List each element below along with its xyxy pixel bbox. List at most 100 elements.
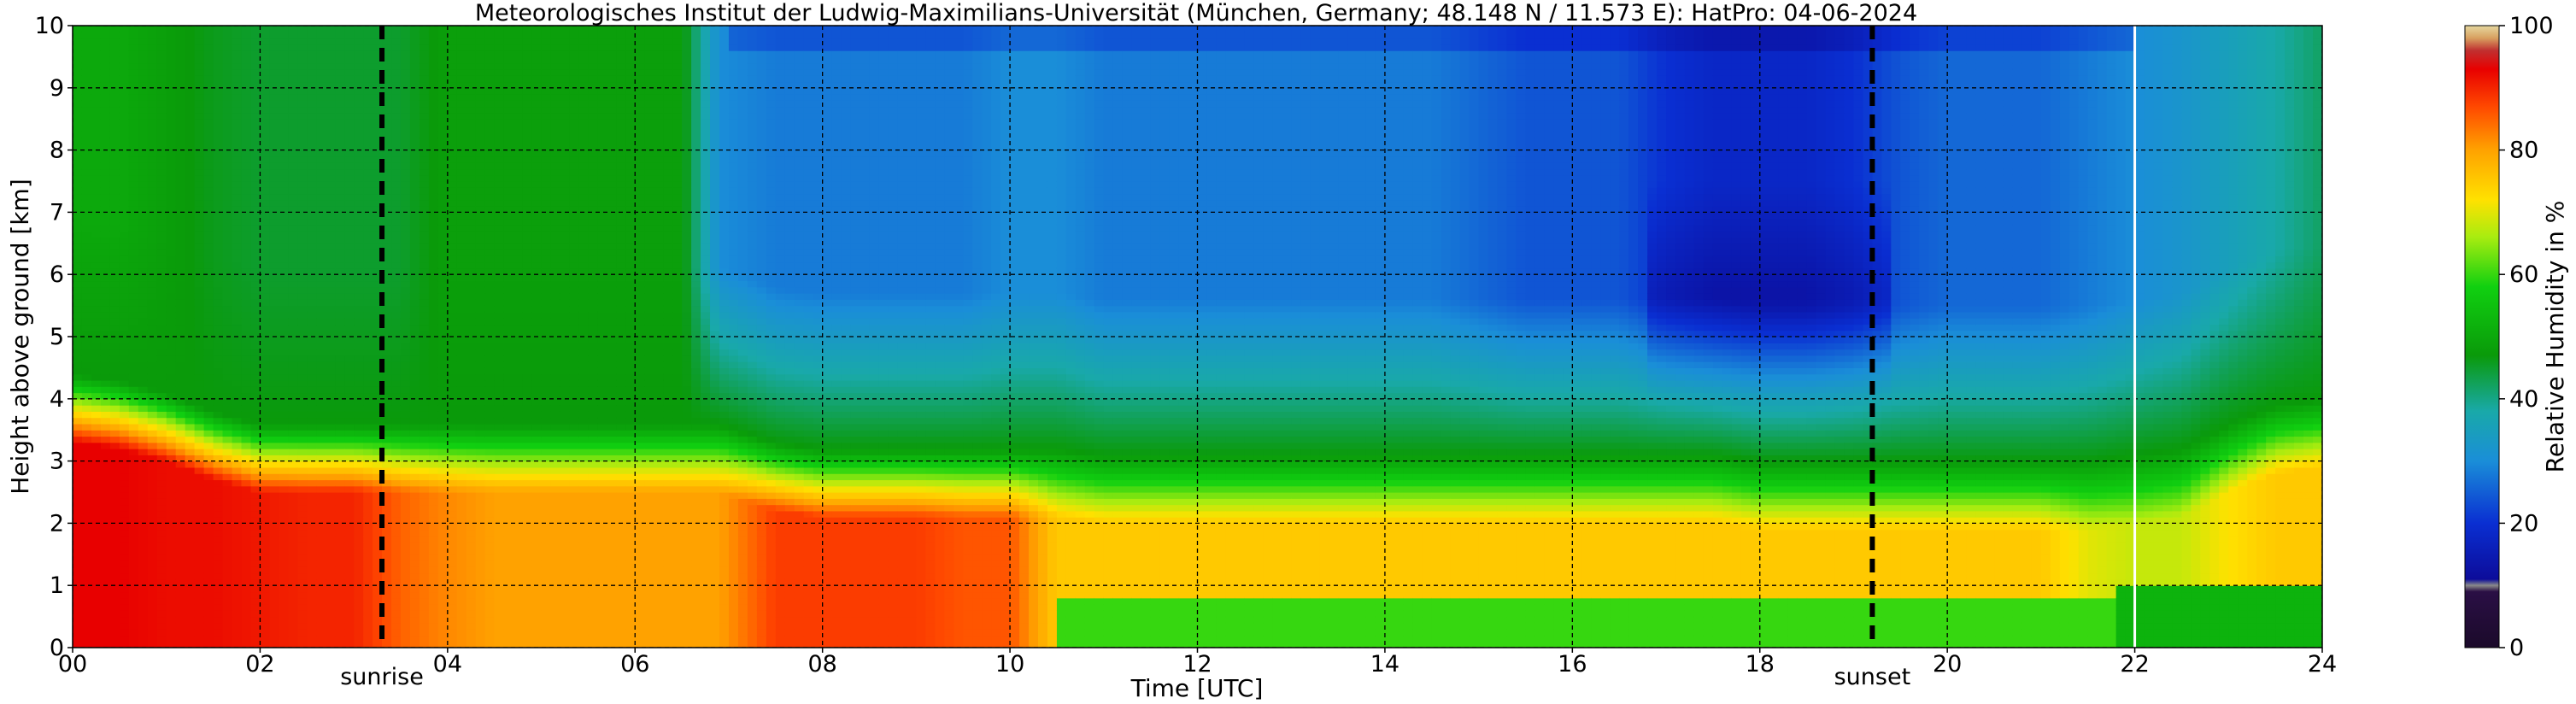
heat-cell — [326, 150, 336, 157]
heat-cell — [82, 591, 92, 598]
heat-cell — [391, 168, 402, 175]
heat-cell — [410, 449, 420, 455]
heat-cell — [410, 262, 420, 269]
heat-cell — [495, 337, 505, 343]
heat-cell — [391, 32, 402, 38]
heat-cell — [204, 238, 214, 244]
heat-cell — [476, 367, 486, 374]
heat-cell — [223, 492, 233, 499]
heat-cell — [429, 511, 439, 518]
heat-cell — [354, 63, 364, 70]
heat-cell — [288, 424, 298, 431]
heat-cell — [176, 443, 186, 449]
heat-cell — [297, 94, 308, 101]
heat-cell — [167, 405, 177, 412]
heat-cell — [288, 573, 298, 580]
heat-cell — [279, 26, 289, 32]
heat-cell — [354, 200, 364, 207]
heat-cell — [223, 119, 233, 126]
heat-cell — [495, 200, 505, 207]
heat-cell — [354, 554, 364, 561]
heat-cell — [204, 610, 214, 617]
heat-cell — [429, 238, 439, 244]
heat-cell — [120, 343, 130, 349]
heat-cell — [513, 511, 524, 518]
heat-cell — [120, 566, 130, 573]
heat-cell — [176, 156, 186, 163]
heat-cell — [82, 598, 92, 605]
heat-cell — [466, 604, 477, 611]
heat-cell — [120, 405, 130, 412]
heat-cell — [316, 318, 326, 325]
heat-cell — [120, 430, 130, 437]
heat-cell — [138, 212, 149, 219]
heat-cell — [326, 549, 336, 555]
heat-cell — [232, 486, 243, 493]
heat-cell — [307, 530, 317, 537]
heat-cell — [523, 138, 533, 144]
heat-cell — [110, 238, 120, 244]
heat-cell — [138, 280, 149, 287]
heat-cell — [288, 554, 298, 561]
heat-cell — [195, 324, 205, 331]
heat-cell — [82, 324, 92, 331]
heat-cell — [354, 175, 364, 182]
heat-cell — [195, 380, 205, 387]
heat-cell — [420, 560, 430, 567]
heat-cell — [523, 324, 533, 331]
heat-cell — [214, 262, 224, 269]
heat-cell — [91, 386, 102, 393]
heat-cell — [504, 255, 514, 262]
heat-cell — [214, 113, 224, 120]
heat-cell — [232, 156, 243, 163]
heat-cell — [157, 26, 167, 32]
heat-cell — [82, 542, 92, 549]
heat-cell — [185, 26, 196, 32]
heat-cell — [391, 175, 402, 182]
heat-cell — [223, 411, 233, 418]
heat-cell — [101, 343, 111, 349]
heat-cell — [73, 461, 83, 468]
heat-cell — [316, 523, 326, 530]
heat-cell — [448, 100, 458, 107]
heat-cell — [466, 492, 477, 499]
heat-cell — [269, 591, 279, 598]
heat-cell — [344, 150, 355, 157]
heat-cell — [232, 168, 243, 175]
heat-cell — [241, 100, 251, 107]
heat-cell — [495, 411, 505, 418]
heat-cell — [148, 610, 158, 617]
heat-cell — [73, 249, 83, 256]
heat-cell — [167, 56, 177, 63]
heat-cell — [223, 573, 233, 580]
heat-cell — [204, 113, 214, 120]
heat-cell — [391, 399, 402, 406]
heat-cell — [420, 125, 430, 132]
heat-cell — [110, 386, 120, 393]
heat-cell — [410, 181, 420, 188]
heat-cell — [457, 591, 467, 598]
heat-cell — [138, 591, 149, 598]
heat-cell — [344, 50, 355, 57]
heat-cell — [101, 280, 111, 287]
heat-cell — [260, 50, 270, 57]
heat-cell — [495, 349, 505, 356]
heat-cell — [495, 26, 505, 32]
heat-cell — [185, 343, 196, 349]
heat-cell — [429, 168, 439, 175]
heat-cell — [523, 194, 533, 201]
heat-cell — [167, 168, 177, 175]
heat-cell — [316, 549, 326, 555]
heat-cell — [241, 181, 251, 188]
heat-cell — [448, 125, 458, 132]
heat-cell — [148, 461, 158, 468]
heat-cell — [363, 591, 373, 598]
heat-cell — [429, 212, 439, 219]
heat-cell — [157, 44, 167, 51]
heat-cell — [279, 88, 289, 95]
heat-cell — [429, 554, 439, 561]
heat-cell — [279, 511, 289, 518]
heat-cell — [354, 479, 364, 486]
heat-cell — [532, 424, 543, 431]
heat-cell — [513, 293, 524, 300]
